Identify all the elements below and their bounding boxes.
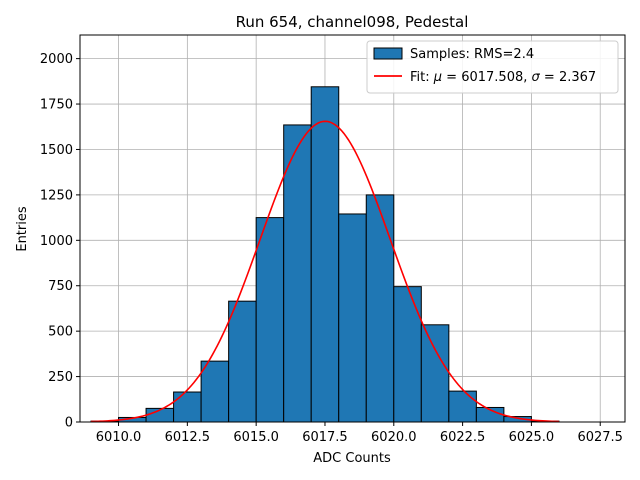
fit-curve <box>90 120 559 423</box>
chart-title: Run 654, channel098, Pedestal <box>236 13 469 31</box>
x-tick-label: 6010.0 <box>96 430 142 445</box>
legend-fit-equals-1: = <box>442 70 461 85</box>
x-tick-label: 6015.0 <box>233 430 279 445</box>
histogram-bar <box>283 124 312 423</box>
fit-curve-layer <box>90 120 559 423</box>
histogram-bar <box>448 390 477 423</box>
histogram-bar <box>393 286 422 423</box>
legend-box <box>366 40 619 94</box>
legend-histogram-label: Samples: RMS=2.4 <box>410 47 534 62</box>
histogram-bar <box>420 324 450 423</box>
x-axis-label: ADC Counts <box>313 451 391 466</box>
y-tick-label: 0 <box>65 416 73 431</box>
x-tick-label: 6027.5 <box>577 430 623 445</box>
histogram-bar <box>365 194 395 423</box>
x-tick-label: 6012.5 <box>165 430 211 445</box>
legend-fit-mu-symbol: μ <box>433 70 442 85</box>
y-axis-label: Entries <box>15 206 30 252</box>
legend-fit-sigma-value: 2.367 <box>559 70 596 85</box>
legend-fit-prefix: Fit: <box>410 70 434 85</box>
histogram-bar <box>228 300 257 423</box>
histogram-bar <box>173 391 202 423</box>
y-tick-label: 1250 <box>40 188 73 203</box>
y-tick-label: 750 <box>48 279 73 294</box>
y-tick-label: 500 <box>48 325 73 340</box>
x-tick-label: 6017.5 <box>302 430 348 445</box>
histogram-bar <box>310 86 340 423</box>
y-tick-label: 1750 <box>40 98 73 113</box>
x-tick-label: 6022.5 <box>440 430 486 445</box>
legend: Samples: RMS=2.4 Fit: μ = 6017.508, σ = … <box>366 40 619 94</box>
legend-fit-label: Fit: μ = 6017.508, σ = 2.367 <box>410 70 596 85</box>
histogram-bar <box>338 213 367 423</box>
legend-histogram-swatch <box>373 47 403 60</box>
y-tick-label: 1000 <box>40 234 73 249</box>
x-tick-label: 6020.0 <box>371 430 417 445</box>
y-tick-label: 1500 <box>40 143 73 158</box>
y-tick-label: 250 <box>48 370 73 385</box>
legend-fit-sigma-symbol: σ <box>532 70 541 85</box>
plot-frame <box>79 34 626 423</box>
legend-fit-equals-2: = <box>540 70 559 85</box>
histogram-bar <box>200 360 230 423</box>
x-tick-label: 6025.0 <box>509 430 555 445</box>
y-tick-label: 2000 <box>40 52 73 67</box>
histogram-bar <box>255 217 285 423</box>
axis-ticks: 6010.0 6012.5 6015.0 6017.5 6020.0 6022.5 6025… <box>40 52 623 445</box>
legend-fit-separator: , <box>523 70 531 85</box>
legend-fit-mu-value: 6017.508 <box>461 70 523 85</box>
